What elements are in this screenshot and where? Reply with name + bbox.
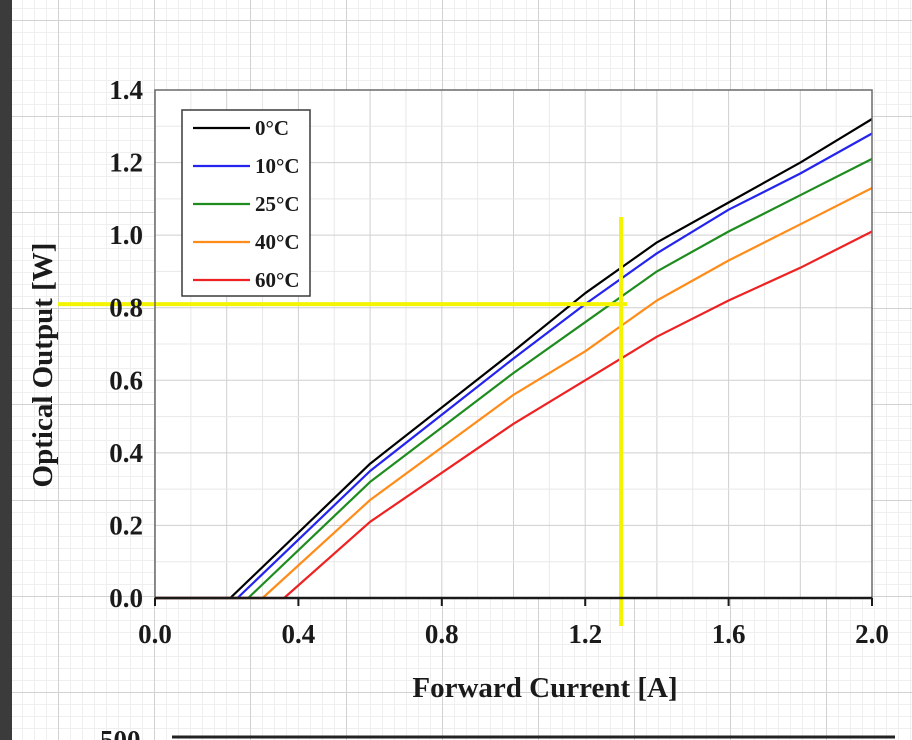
series-line-25c xyxy=(155,157,873,600)
x-tick-label: 0.4 xyxy=(282,619,316,649)
x-tick-label: 0.0 xyxy=(138,619,172,649)
y-axis-ticks: 0.0 0.2 0.4 0.6 0.8 1.0 1.2 1.4 xyxy=(109,75,143,613)
y-tick-label: 0.2 xyxy=(109,510,143,540)
legend-label: 25°C xyxy=(255,192,300,216)
y-axis-title: Optical Output [W] xyxy=(27,243,59,488)
x-tick-label: 2.0 xyxy=(855,619,889,649)
annotation-layer xyxy=(58,217,628,626)
series-line-0c xyxy=(155,118,873,600)
legend-label: 40°C xyxy=(255,230,300,254)
y-tick-label: 0.0 xyxy=(109,583,143,613)
y-tick-label: 1.0 xyxy=(109,220,143,250)
y-tick-label: 0.6 xyxy=(109,365,143,395)
legend-label: 0°C xyxy=(255,116,289,140)
x-tick-label: 1.6 xyxy=(712,619,746,649)
partial-tick-label: 500 xyxy=(100,725,141,740)
series-line-60c xyxy=(155,230,873,600)
x-axis-ticks: 0.0 0.4 0.8 1.2 1.6 2.0 xyxy=(138,598,889,649)
x-axis-title: Forward Current [A] xyxy=(412,672,677,704)
y-tick-label: 1.2 xyxy=(109,148,143,178)
legend-label: 60°C xyxy=(255,268,300,292)
legend: 0°C 10°C 25°C 40°C 60°C xyxy=(181,109,311,297)
x-tick-label: 0.8 xyxy=(425,619,459,649)
x-tick-label: 1.2 xyxy=(568,619,602,649)
dark-side-strip xyxy=(0,0,12,740)
y-tick-label: 0.4 xyxy=(109,438,143,468)
partial-next-chart: 500 xyxy=(100,725,895,740)
y-tick-label: 1.4 xyxy=(109,75,143,105)
legend-label: 10°C xyxy=(255,154,300,178)
y-tick-label: 0.8 xyxy=(109,293,143,323)
series-line-40c xyxy=(155,187,873,600)
